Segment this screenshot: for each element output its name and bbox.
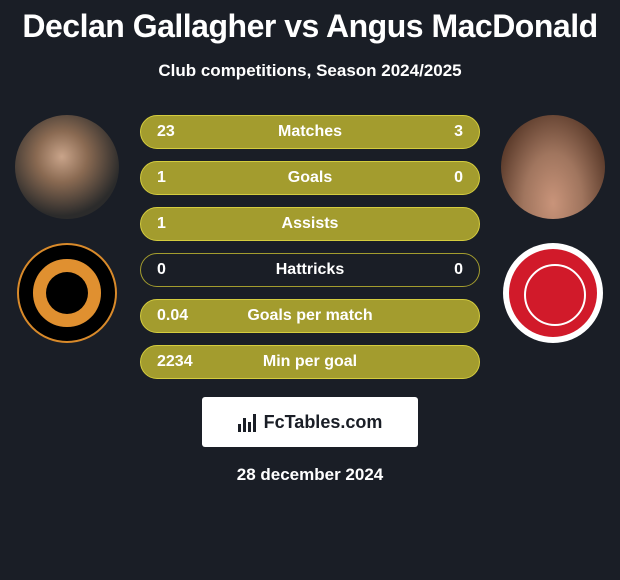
club-badge-left [17, 243, 117, 343]
comparison-container: Declan Gallagher vs Angus MacDonald Club… [0, 0, 620, 485]
player-avatar-left [15, 115, 119, 219]
footer-brand-text: FcTables.com [264, 412, 383, 433]
stat-label: Assists [199, 215, 421, 233]
stat-value-right: 0 [421, 169, 463, 187]
right-column [498, 111, 608, 343]
stat-bar: 0Hattricks0 [140, 253, 480, 287]
stat-value-left: 0.04 [157, 307, 199, 325]
main-row: 23Matches31Goals01Assists0Hattricks00.04… [0, 111, 620, 379]
stat-label: Goals per match [199, 307, 421, 325]
stats-column: 23Matches31Goals01Assists0Hattricks00.04… [140, 111, 480, 379]
footer-logo[interactable]: FcTables.com [202, 397, 418, 447]
stat-value-left: 2234 [157, 353, 199, 371]
club-badge-right [503, 243, 603, 343]
stat-label: Hattricks [199, 261, 421, 279]
stat-value-right: 0 [421, 261, 463, 279]
stat-label: Min per goal [199, 353, 421, 371]
left-column [12, 111, 122, 343]
footer-date: 28 december 2024 [0, 465, 620, 485]
stat-bar: 1Goals0 [140, 161, 480, 195]
stat-bar: 23Matches3 [140, 115, 480, 149]
avatar-image-left [15, 115, 119, 219]
player-avatar-right [501, 115, 605, 219]
bar-chart-icon [238, 412, 258, 432]
stat-value-left: 1 [157, 215, 199, 233]
stat-label: Matches [199, 123, 421, 141]
stat-value-left: 1 [157, 169, 199, 187]
stat-value-right: 3 [421, 123, 463, 141]
subtitle: Club competitions, Season 2024/2025 [0, 61, 620, 81]
stat-bar: 2234Min per goal [140, 345, 480, 379]
stat-bar: 0.04Goals per match [140, 299, 480, 333]
stat-bar: 1Assists [140, 207, 480, 241]
stat-label: Goals [199, 169, 421, 187]
page-title: Declan Gallagher vs Angus MacDonald [0, 8, 620, 45]
avatar-image-right [501, 115, 605, 219]
stat-value-left: 0 [157, 261, 199, 279]
stat-value-left: 23 [157, 123, 199, 141]
